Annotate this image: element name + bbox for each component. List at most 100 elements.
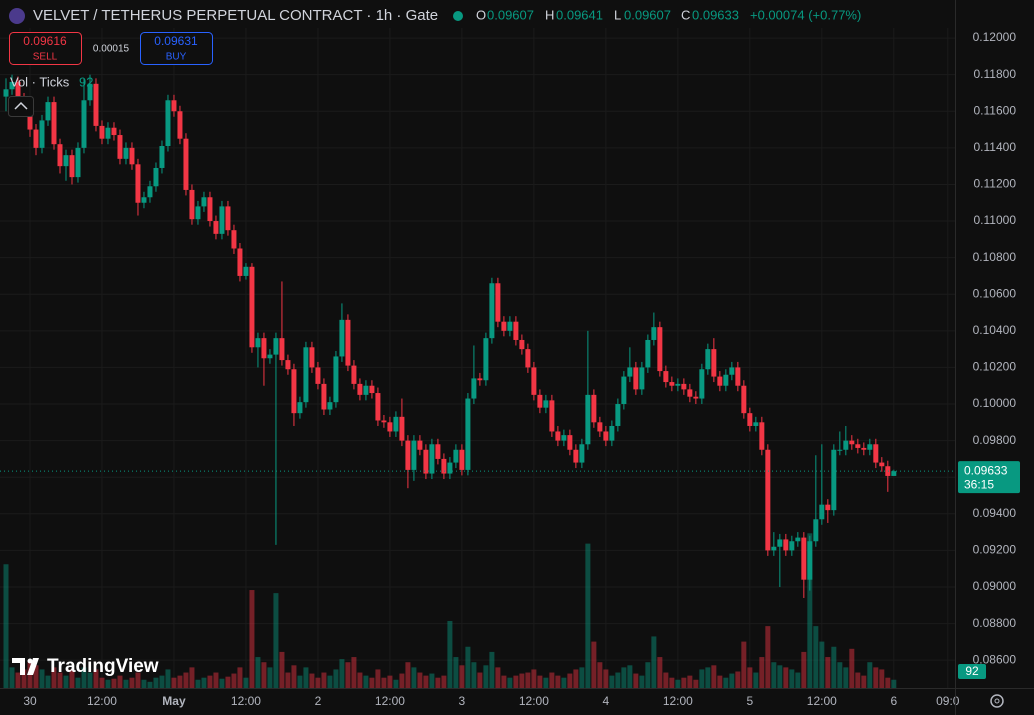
- volume-bar: [771, 662, 777, 688]
- settings-icon[interactable]: [994, 698, 1000, 704]
- candle-body: [873, 444, 879, 463]
- ohlc-label: L: [614, 7, 621, 22]
- candle-body: [753, 422, 759, 426]
- ohlc-label: O: [476, 7, 486, 22]
- volume-bar: [717, 675, 723, 688]
- volume-bar: [405, 662, 411, 688]
- volume-bar: [339, 659, 345, 688]
- volume-bar: [777, 665, 783, 688]
- candle-body: [99, 125, 105, 139]
- sell-button[interactable]: [9, 32, 82, 65]
- buy-price[interactable]: 0.09631: [154, 34, 198, 48]
- volume-bar: [573, 669, 579, 688]
- candle-body: [603, 431, 609, 441]
- y-tick-label: 0.11800: [974, 67, 1017, 81]
- volume-bar: [357, 672, 363, 688]
- volume-bar: [147, 681, 153, 688]
- volume-bar: [891, 679, 897, 688]
- candle-body: [195, 206, 201, 220]
- candle-body: [519, 339, 525, 350]
- volume-bar: [429, 673, 435, 688]
- volume-bar: [705, 667, 711, 688]
- candle-body: [321, 383, 327, 410]
- settings-icon[interactable]: [990, 694, 1004, 708]
- volume-bar: [801, 651, 807, 688]
- buy-label[interactable]: BUY: [166, 52, 187, 63]
- volume-bar: [729, 673, 735, 688]
- candle-body: [495, 283, 501, 322]
- candle-body: [297, 402, 303, 414]
- volume-bar: [75, 677, 81, 688]
- candle-body: [567, 435, 573, 450]
- volume-bar: [645, 662, 651, 688]
- volume-bar: [453, 657, 459, 688]
- candle-body: [399, 416, 405, 441]
- candle-body: [483, 338, 489, 381]
- volume-bar: [585, 543, 591, 688]
- candle-body: [855, 444, 861, 448]
- sell-label[interactable]: SELL: [33, 52, 58, 63]
- candle-body: [159, 146, 165, 168]
- settings-icon[interactable]: [990, 694, 1004, 708]
- volume-bar: [819, 641, 825, 688]
- volume-bar: [483, 665, 489, 688]
- candle-body: [117, 135, 123, 159]
- candle-body: [39, 120, 45, 148]
- volume-bar: [21, 669, 27, 688]
- volume-bar: [117, 675, 123, 688]
- candle-body: [183, 138, 189, 190]
- volume-bar: [99, 677, 105, 688]
- x-tick-label: 12:00: [663, 694, 693, 708]
- candle-body: [129, 147, 135, 165]
- volume-bar: [783, 667, 789, 688]
- volume-bar: [393, 679, 399, 688]
- volume-bar: [513, 675, 519, 688]
- volume-bar: [315, 677, 321, 688]
- y-tick-label: 0.08800: [973, 616, 1017, 630]
- candle-body: [327, 402, 333, 410]
- volume-bar: [417, 672, 423, 688]
- volume-bar: [831, 646, 837, 688]
- buy-button[interactable]: [140, 32, 213, 65]
- candle-body: [105, 127, 111, 139]
- candle-body: [255, 338, 261, 348]
- logo-text: TradingView: [47, 656, 159, 677]
- candle-body: [573, 449, 579, 463]
- volume-bar: [141, 679, 147, 688]
- y-tick-label: 0.09000: [973, 579, 1017, 593]
- candle-body: [339, 319, 345, 357]
- y-tick-label: 0.10200: [973, 360, 1017, 374]
- indicator-value: 92: [79, 74, 93, 89]
- collapse-button[interactable]: [8, 96, 34, 117]
- volume-bar: [369, 677, 375, 688]
- candle-body: [477, 378, 483, 381]
- candle-body: [561, 435, 567, 441]
- candle-body: [693, 396, 699, 399]
- volume-bar: [699, 669, 705, 688]
- volume-bar: [669, 677, 675, 688]
- volume-bar: [663, 672, 669, 688]
- volume-bar: [87, 672, 93, 688]
- volume-bar: [237, 667, 243, 688]
- candle-body: [63, 155, 69, 167]
- volume-bar: [849, 648, 855, 688]
- volume-bar: [447, 620, 453, 688]
- volume-bar: [243, 677, 249, 688]
- volume-bar: [345, 662, 351, 688]
- candle-body: [537, 394, 543, 408]
- volume-bar: [711, 665, 717, 688]
- collapse-icon[interactable]: [14, 101, 28, 110]
- x-tick-label: 12:00: [87, 694, 117, 708]
- volume-bar: [537, 675, 543, 688]
- candle-body: [471, 378, 477, 399]
- candle-body: [429, 444, 435, 474]
- candle-body: [879, 462, 885, 467]
- volume-bar: [351, 657, 357, 688]
- sell-price[interactable]: 0.09616: [23, 34, 67, 48]
- candle-body: [645, 339, 651, 368]
- volume-bar: [519, 673, 525, 688]
- ohlc-value: 0.09607: [487, 7, 534, 22]
- y-tick-label: 0.11200: [974, 177, 1017, 191]
